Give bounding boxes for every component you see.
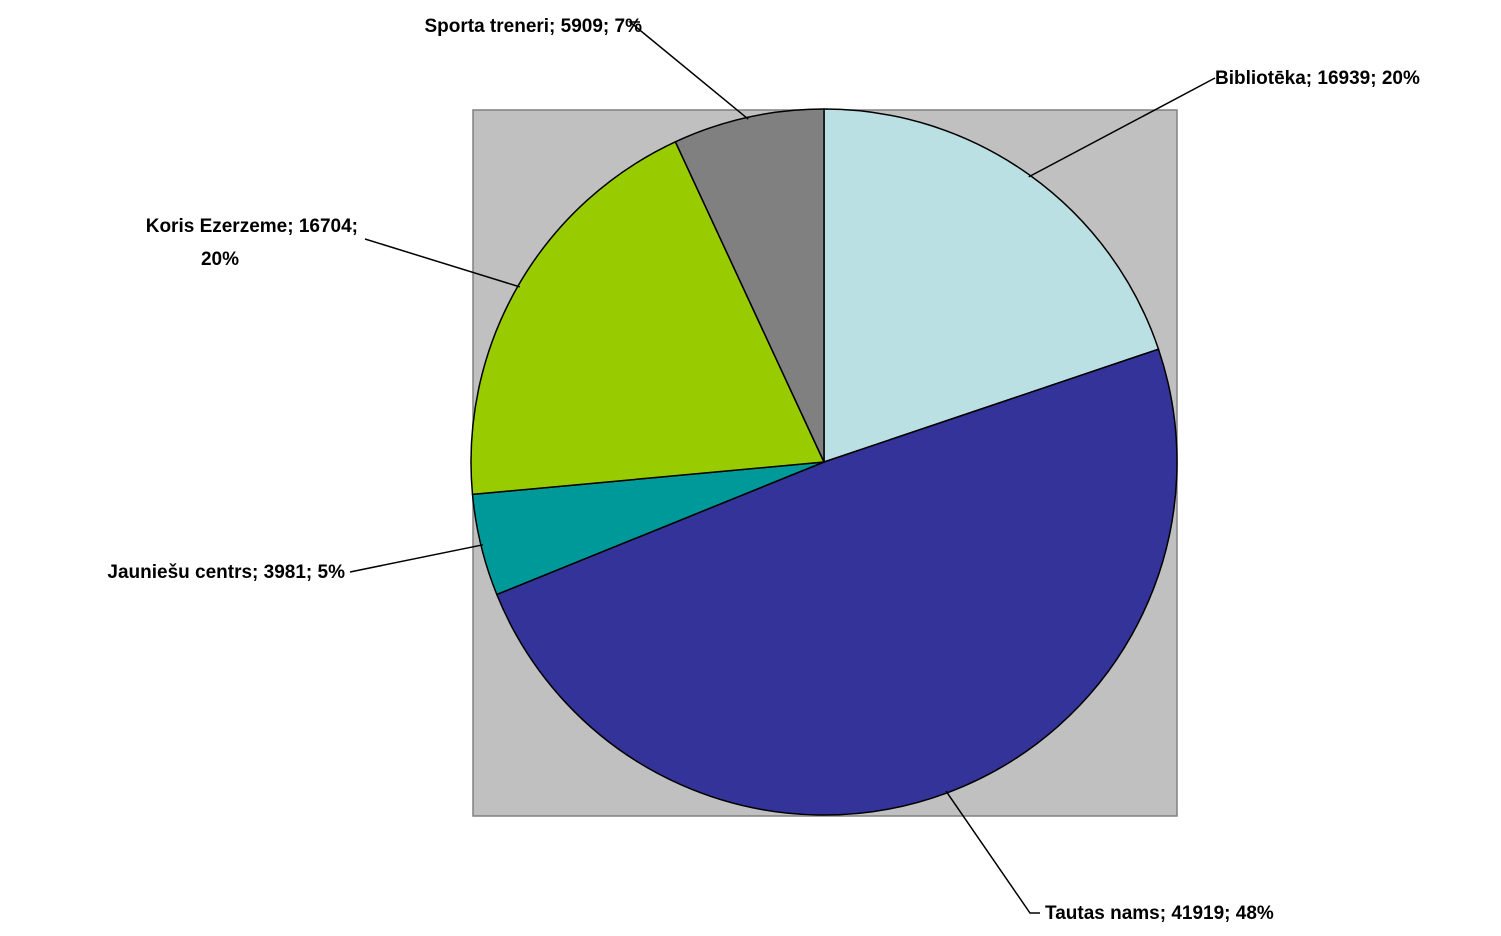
leader-line-bibliot-ka [1028, 77, 1216, 178]
leader-line-sporta-treneri [627, 21, 749, 120]
leader-line-tautas-nams [945, 790, 1040, 914]
data-label-jaunie-u-centrs: Jauniešu centrs; 3981; 5% [107, 562, 345, 583]
leader-line-koris-ezerzeme [364, 238, 521, 288]
data-label-koris-ezerzeme-line-1: Koris Ezerzeme; 16704; [146, 216, 358, 237]
leader-line-jaunie-u-centrs [349, 544, 484, 573]
data-label-koris-ezerzeme-line-2: 20% [201, 249, 239, 270]
data-label-tautas-nams: Tautas nams; 41919; 48% [1045, 903, 1274, 924]
data-label-bibliot-ka: Bibliotēka; 16939; 20% [1215, 68, 1420, 89]
pie-slice-sporta-treneri [674, 108, 825, 463]
pie-slice-bibliot-ka [823, 108, 1160, 463]
data-label-sporta-treneri: Sporta treneri; 5909; 7% [424, 16, 642, 37]
